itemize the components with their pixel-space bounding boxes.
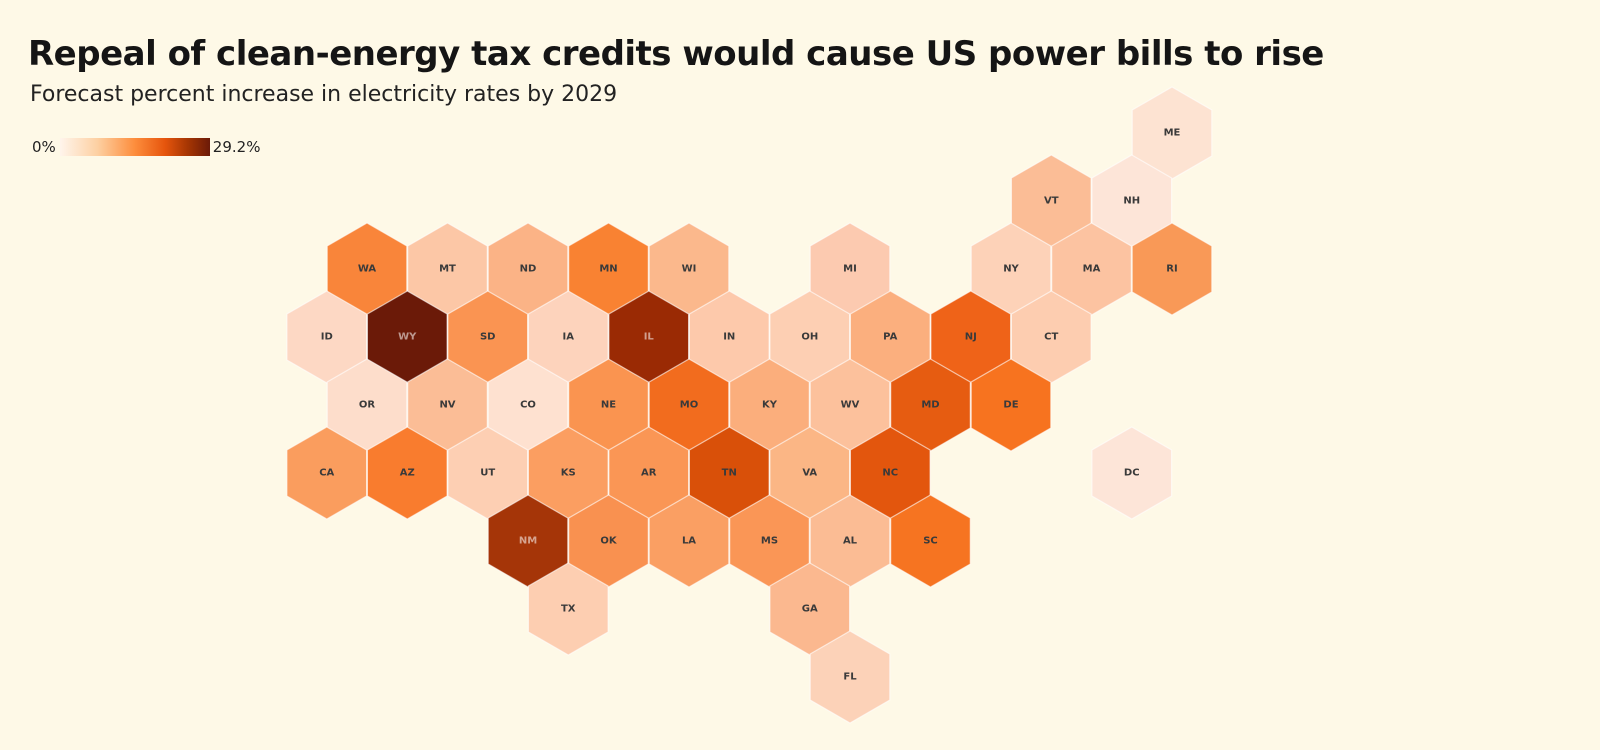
state-label-oh: OH [801, 332, 818, 343]
state-hex-ri[interactable] [1131, 222, 1213, 316]
state-label-tn: TN [722, 468, 737, 479]
state-label-in: IN [723, 332, 735, 343]
state-tile-de[interactable]: DE [970, 358, 1052, 452]
state-hex-sc[interactable] [890, 494, 971, 588]
state-label-sd: SD [480, 332, 496, 343]
state-label-ga: GA [802, 604, 818, 615]
state-label-co: CO [520, 400, 536, 411]
chart-subtitle: Forecast percent increase in electricity… [30, 82, 618, 107]
state-label-al: AL [843, 536, 858, 547]
state-label-nc: NC [882, 468, 898, 479]
state-label-ct: CT [1044, 332, 1058, 343]
state-label-ne: NE [601, 400, 616, 411]
state-label-or: OR [359, 400, 376, 411]
state-label-nd: ND [520, 264, 537, 275]
state-label-me: ME [1164, 128, 1181, 139]
state-label-ar: AR [641, 468, 657, 479]
state-hex-tx[interactable] [527, 562, 609, 656]
state-label-ok: OK [600, 536, 618, 547]
state-tile-sc[interactable]: SC [890, 494, 971, 588]
state-label-ia: IA [563, 332, 575, 343]
chart-title: Repeal of clean-energy tax credits would… [28, 34, 1324, 74]
state-label-dc: DC [1124, 468, 1140, 479]
state-tile-az[interactable]: AZ [366, 426, 448, 520]
state-label-la: LA [682, 536, 696, 547]
state-tile-ri[interactable]: RI [1131, 222, 1213, 316]
state-label-tx: TX [561, 604, 576, 615]
state-hex-fl[interactable] [809, 630, 891, 724]
state-label-id: ID [321, 332, 333, 343]
state-label-ny: NY [1003, 264, 1019, 275]
state-label-fl: FL [843, 672, 857, 683]
state-label-nh: NH [1123, 196, 1140, 207]
state-tile-ca[interactable]: CA [286, 426, 368, 520]
state-hex-la[interactable] [648, 494, 730, 588]
color-legend: 0% 29.2% [32, 138, 260, 156]
state-label-sc: SC [923, 536, 938, 547]
state-label-ri: RI [1166, 264, 1177, 275]
state-tile-fl[interactable]: FL [809, 630, 891, 724]
state-label-ms: MS [761, 536, 778, 547]
state-label-md: MD [921, 400, 939, 411]
legend-max-label: 29.2% [212, 138, 261, 156]
legend-gradient-bar [59, 138, 210, 156]
state-hex-az[interactable] [366, 426, 448, 520]
state-label-ks: KS [561, 468, 576, 479]
state-label-wi: WI [682, 264, 697, 275]
state-label-il: IL [644, 332, 655, 343]
state-hex-de[interactable] [970, 358, 1052, 452]
legend-min-label: 0% [32, 138, 56, 156]
state-label-mi: MI [843, 264, 857, 275]
state-tile-dc[interactable]: DC [1091, 426, 1173, 520]
state-tile-tx[interactable]: TX [527, 562, 609, 656]
state-label-vt: VT [1044, 196, 1059, 207]
state-label-mn: MN [599, 264, 617, 275]
state-label-ma: MA [1083, 264, 1101, 275]
state-label-nj: NJ [965, 332, 977, 343]
state-label-pa: PA [883, 332, 897, 343]
state-label-de: DE [1003, 400, 1018, 411]
chart-header: Repeal of clean-energy tax credits would… [28, 34, 1324, 107]
state-tile-la[interactable]: LA [648, 494, 730, 588]
state-label-ky: KY [762, 400, 778, 411]
state-label-mt: MT [439, 264, 456, 275]
state-hex-dc[interactable] [1091, 426, 1173, 520]
state-label-wy: WY [398, 332, 417, 343]
state-label-wa: WA [358, 264, 377, 275]
state-label-nv: NV [439, 400, 455, 411]
state-hex-ca[interactable] [286, 426, 368, 520]
state-label-nm: NM [519, 536, 537, 547]
state-label-ca: CA [319, 468, 334, 479]
state-label-az: AZ [400, 468, 415, 479]
state-label-wv: WV [841, 400, 860, 411]
state-label-ut: UT [480, 468, 495, 479]
state-label-va: VA [802, 468, 817, 479]
state-label-mo: MO [680, 400, 698, 411]
